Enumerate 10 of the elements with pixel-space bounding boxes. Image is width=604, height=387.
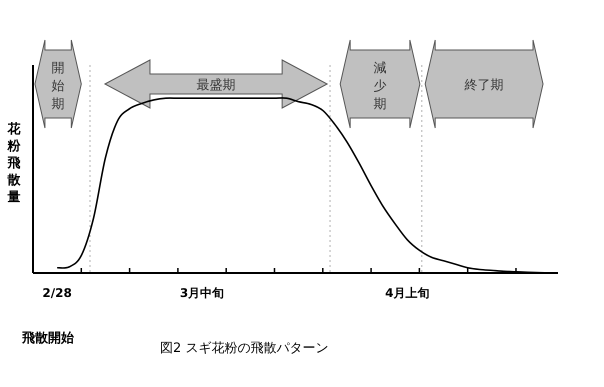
y-axis-title: 花粉飛散量 [6, 122, 22, 205]
x-tick-label: 2/28 [42, 286, 72, 300]
text: 最盛期 [196, 78, 236, 93]
x-tick-label: 3月中旬 [180, 286, 224, 300]
annotation: 開始期 [52, 61, 65, 112]
annotation: 減少期 [374, 61, 387, 112]
text: 飛散開始 [21, 331, 75, 346]
text: 終了期 [464, 78, 504, 93]
x-tick-label: 4月上旬 [385, 286, 430, 300]
caption: 図2 スギ花粉の飛散パターン [160, 341, 328, 356]
